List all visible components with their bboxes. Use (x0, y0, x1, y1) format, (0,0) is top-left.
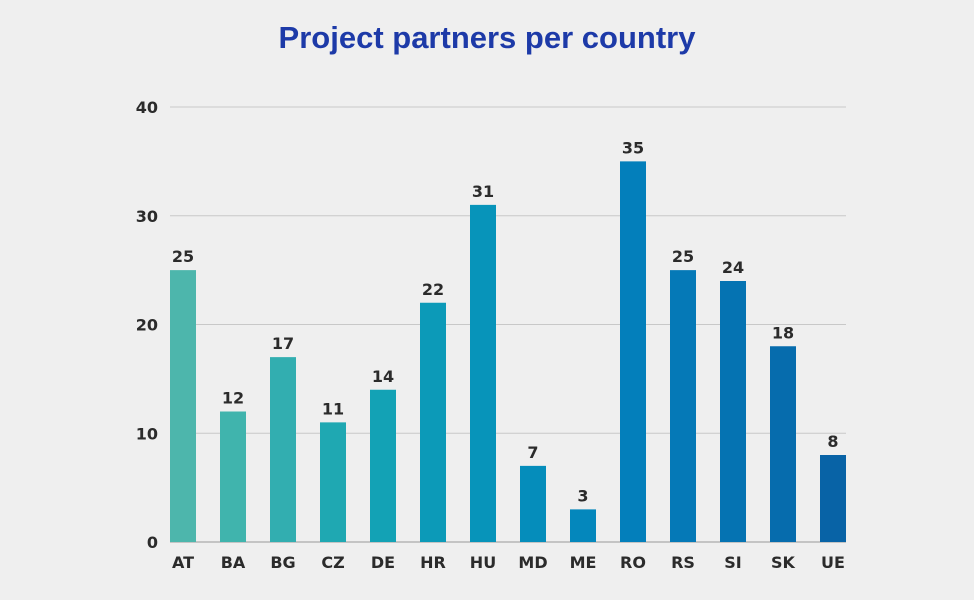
value-label-UE: 8 (827, 432, 838, 451)
y-tick-label-40: 40 (136, 98, 158, 117)
value-label-RO: 35 (622, 138, 644, 157)
bar-HR (420, 302, 446, 542)
bar-RS (670, 270, 696, 542)
value-label-DE: 14 (372, 367, 394, 386)
bar-SK (770, 346, 796, 542)
x-tick-label-HR: HR (420, 553, 446, 572)
bar-RO (620, 161, 646, 542)
x-tick-label-HU: HU (470, 553, 496, 572)
bar-BA (220, 411, 246, 542)
x-tick-label-ME: ME (570, 553, 597, 572)
bar-HU (470, 204, 496, 542)
bar-BG (270, 357, 296, 542)
bar-UE (820, 455, 846, 542)
y-tick-label-30: 30 (136, 207, 158, 226)
x-tick-label-RS: RS (671, 553, 695, 572)
bar-ME (570, 509, 596, 542)
value-label-CZ: 11 (322, 399, 344, 418)
y-tick-label-0: 0 (147, 533, 158, 552)
value-label-RS: 25 (672, 247, 694, 266)
x-tick-label-DE: DE (371, 553, 395, 572)
x-tick-label-RO: RO (620, 553, 646, 572)
bar-AT (170, 270, 196, 542)
chart-title: Project partners per country (278, 20, 696, 55)
value-label-SI: 24 (722, 258, 744, 277)
value-label-HU: 31 (472, 182, 494, 201)
value-label-BA: 12 (222, 389, 244, 408)
x-tick-label-SK: SK (771, 553, 796, 572)
x-tick-label-SI: SI (724, 553, 741, 572)
bar-SI (720, 281, 746, 542)
value-label-AT: 25 (172, 247, 194, 266)
y-tick-label-20: 20 (136, 316, 158, 335)
x-tick-label-BG: BG (270, 553, 295, 572)
y-tick-label-10: 10 (136, 424, 158, 443)
value-label-ME: 3 (577, 486, 588, 505)
x-tick-label-UE: UE (821, 553, 845, 572)
value-label-SK: 18 (772, 323, 794, 342)
x-tick-label-AT: AT (172, 553, 194, 572)
bar-MD (520, 465, 546, 542)
x-tick-label-BA: BA (221, 553, 246, 572)
value-label-BG: 17 (272, 334, 294, 353)
value-label-MD: 7 (527, 443, 538, 462)
x-tick-label-CZ: CZ (321, 553, 344, 572)
value-label-HR: 22 (422, 280, 444, 299)
x-tick-label-MD: MD (518, 553, 547, 572)
bar-CZ (320, 422, 346, 542)
bar-DE (370, 389, 396, 542)
